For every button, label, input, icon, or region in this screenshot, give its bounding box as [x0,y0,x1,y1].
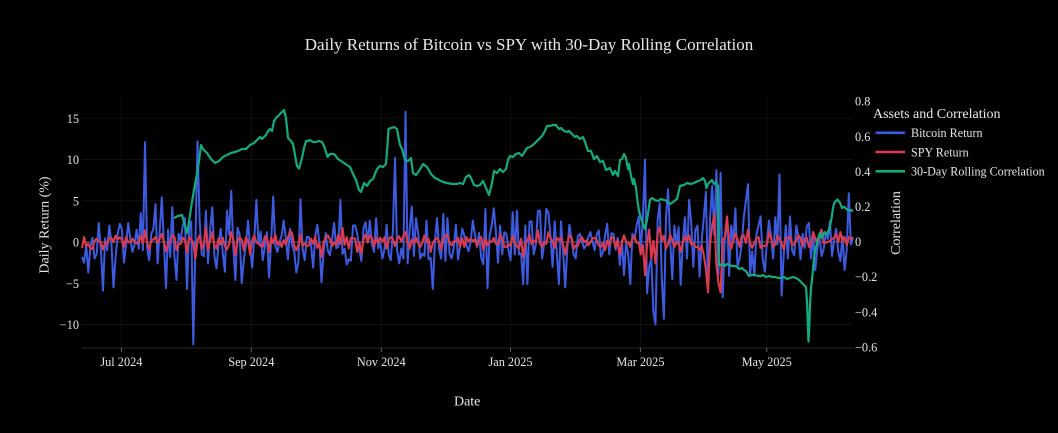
svg-text:−10: −10 [60,318,79,332]
svg-text:Jul 2024: Jul 2024 [100,355,142,369]
svg-text:0.2: 0.2 [855,200,870,214]
svg-text:SPY Return: SPY Return [911,145,969,159]
svg-text:Daily Return (%): Daily Return (%) [38,176,53,274]
svg-text:0.8: 0.8 [855,95,870,109]
svg-text:−0.6: −0.6 [855,340,877,354]
svg-text:Mar 2025: Mar 2025 [616,355,664,369]
svg-text:Daily Returns of Bitcoin vs SP: Daily Returns of Bitcoin vs SPY with 30-… [305,35,754,54]
svg-text:0: 0 [73,236,79,250]
svg-text:Sep 2024: Sep 2024 [228,355,274,369]
svg-text:Bitcoin Return: Bitcoin Return [911,126,983,140]
svg-text:−5: −5 [66,277,79,291]
svg-text:0.4: 0.4 [855,165,870,179]
svg-text:Correlation: Correlation [889,191,904,255]
svg-text:30-Day Rolling Correlation: 30-Day Rolling Correlation [911,165,1045,179]
svg-text:May 2025: May 2025 [742,355,792,369]
svg-text:0: 0 [855,235,861,249]
svg-text:−0.4: −0.4 [855,305,877,319]
svg-text:0.6: 0.6 [855,130,870,144]
svg-text:5: 5 [73,194,79,208]
svg-text:10: 10 [67,153,79,167]
svg-text:Date: Date [454,395,480,410]
svg-text:Assets and Correlation: Assets and Correlation [873,107,1001,122]
svg-text:Nov 2024: Nov 2024 [357,355,406,369]
svg-text:15: 15 [67,112,79,126]
svg-text:Jan 2025: Jan 2025 [488,355,532,369]
svg-text:−0.2: −0.2 [855,270,877,284]
